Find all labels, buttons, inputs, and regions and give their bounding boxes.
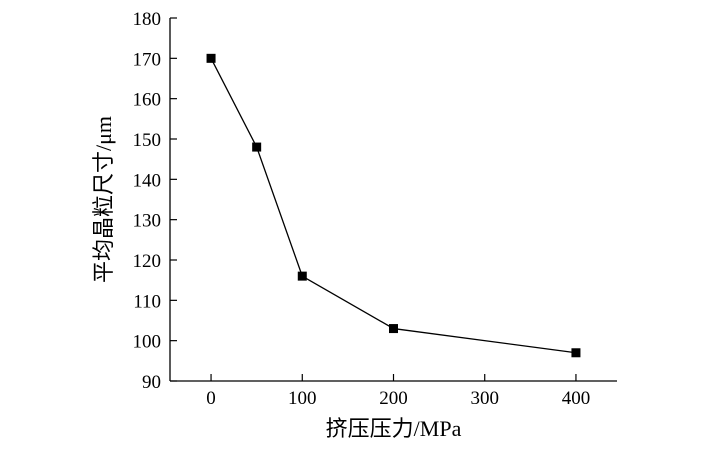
y-tick-label-170: 170 bbox=[133, 49, 162, 70]
y-tick-label-140: 140 bbox=[133, 170, 162, 191]
y-tick-label-180: 180 bbox=[133, 9, 162, 30]
y-tick-label-110: 110 bbox=[133, 291, 161, 312]
y-tick-label-160: 160 bbox=[133, 90, 162, 111]
data-point-0 bbox=[206, 53, 216, 63]
x-tick-label-200: 200 bbox=[379, 388, 408, 409]
y-tick-label-120: 120 bbox=[133, 251, 162, 272]
y-ticks: 90 100 110 120 130 140 150 160 170 180 bbox=[133, 9, 177, 393]
x-tick-label-300: 300 bbox=[470, 388, 499, 409]
x-tick-label-400: 400 bbox=[562, 388, 591, 409]
series-line-0 bbox=[210, 58, 577, 354]
data-point-2 bbox=[297, 271, 307, 281]
y-tick-label-90: 90 bbox=[142, 372, 161, 393]
x-axis-title: 挤压压力/MPa bbox=[326, 416, 462, 441]
series-group bbox=[206, 53, 581, 358]
x-tick-label-0: 0 bbox=[206, 388, 216, 409]
y-tick-label-100: 100 bbox=[133, 332, 162, 353]
y-tick-label-130: 130 bbox=[133, 211, 162, 232]
data-point-4 bbox=[571, 348, 581, 358]
y-axis-title: 平均晶粒尺寸/μm bbox=[91, 116, 116, 283]
data-point-3 bbox=[389, 324, 398, 334]
data-point-1 bbox=[252, 142, 262, 152]
x-tick-label-100: 100 bbox=[288, 388, 317, 409]
y-tick-label-150: 150 bbox=[133, 130, 162, 151]
x-ticks: 0 100 200 300 400 bbox=[206, 374, 590, 409]
